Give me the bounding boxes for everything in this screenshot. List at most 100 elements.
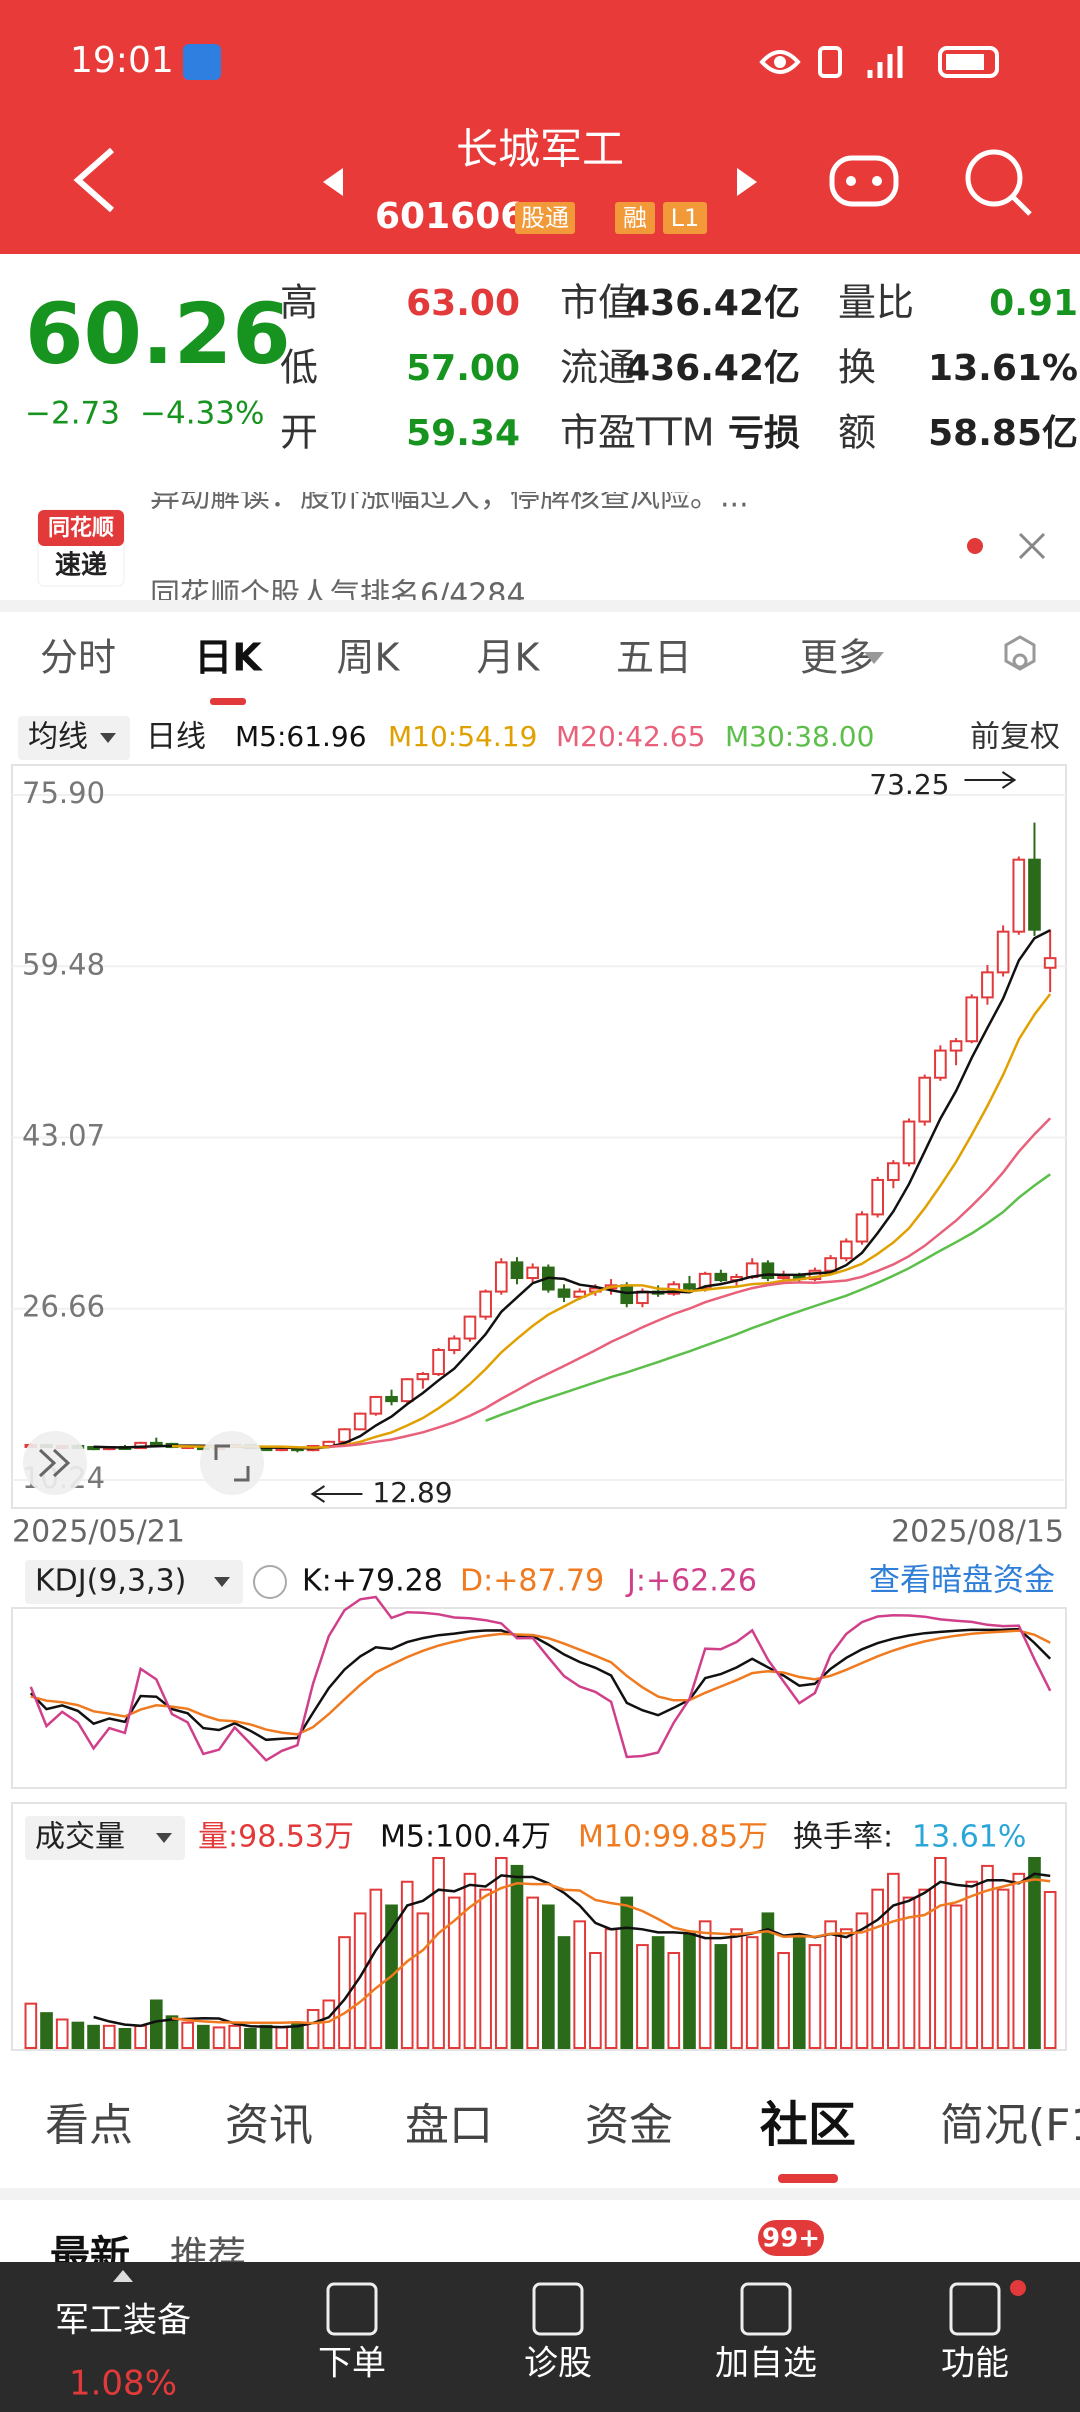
volume-bar (102, 2024, 116, 2050)
status-eye (774, 56, 786, 68)
volume-bar (149, 1999, 163, 2049)
status-time: 19:01 (70, 40, 174, 81)
fullscreen-button[interactable] (200, 1431, 264, 1495)
y-tick-label: 26.66 (22, 1290, 105, 1324)
candle-body (369, 1395, 383, 1415)
help-icon[interactable] (253, 1565, 287, 1599)
volume-bar (981, 1864, 994, 2049)
change-pct: −4.33% (140, 396, 264, 432)
candle-body (949, 1040, 963, 1052)
volume-ma-line (171, 1878, 1051, 2025)
candle-body (871, 1178, 884, 1216)
next-stock[interactable] (737, 168, 757, 196)
candle-body (996, 930, 1010, 974)
volume-bar (557, 1936, 571, 2049)
candle-body (761, 1262, 775, 1280)
candle-body (1012, 858, 1026, 933)
volume-bar (55, 2018, 69, 2049)
separator (0, 2188, 1080, 2200)
ma-line (93, 929, 1051, 1450)
candle-body (1028, 858, 1041, 931)
nav-icon (532, 2282, 584, 2336)
nav-label[interactable]: 加自选 (715, 2344, 817, 2384)
candle-body (479, 1290, 492, 1318)
stat-value: 13.61% (928, 348, 1078, 389)
adjust-mode[interactable]: 前复权 (970, 720, 1060, 755)
stat-label: 低 (280, 346, 318, 390)
search-button[interactable] (965, 149, 1023, 207)
tab-indicator (210, 698, 246, 705)
candle-body (918, 1076, 932, 1123)
section-tab[interactable]: 社区 (760, 2097, 856, 2153)
period-tab[interactable]: 周K (337, 636, 401, 680)
stock-tag-label: 股通 (521, 204, 569, 232)
kdj-line (29, 1627, 1052, 1742)
news-close[interactable] (1018, 532, 1046, 560)
candle-body (526, 1266, 539, 1280)
dropdown-arrow (864, 652, 884, 664)
nav-label[interactable]: 下单 (318, 2344, 386, 2384)
section-tab[interactable]: 资讯 (225, 2100, 313, 2151)
period-tab[interactable]: 分时 (40, 636, 116, 680)
news-logo (38, 510, 124, 546)
period-tab[interactable]: 日K (194, 636, 263, 680)
nav-label[interactable]: 功能 (941, 2344, 1009, 2384)
period-tab[interactable]: 更多 (800, 636, 876, 680)
stock-tag-label: 融 (623, 204, 647, 232)
volume-bar (589, 1952, 602, 2049)
date-label: 2025/05/21 (12, 1515, 185, 1550)
volume-ma-line (93, 1872, 1051, 2029)
nav-icon (740, 2282, 792, 2336)
ma-toggle[interactable]: 均线 (28, 720, 88, 755)
section-tab[interactable]: 看点 (45, 2100, 133, 2151)
volume-bar (542, 1904, 555, 2049)
robot-button[interactable] (829, 155, 899, 207)
nav-label[interactable]: 诊股 (524, 2344, 592, 2384)
stat-label: 市值 (560, 281, 636, 325)
candle-body (494, 1261, 508, 1293)
section-tab[interactable]: 盘口 (405, 2100, 493, 2151)
volume-bar (855, 1912, 869, 2049)
y-tick-label: 75.90 (22, 776, 105, 810)
volume-bar (322, 1999, 336, 2049)
volume-bar (918, 1888, 932, 2049)
volume-bar (510, 1864, 524, 2049)
kdj-toggle-box (25, 1560, 243, 1604)
robot-button (872, 176, 882, 186)
back-button[interactable] (73, 147, 114, 213)
nav-icon (949, 2282, 1001, 2336)
prev-stock[interactable] (323, 168, 343, 196)
dropdown-arrow (214, 1577, 230, 1587)
kdj-link[interactable]: 查看暗盘资金 (869, 1563, 1055, 1599)
section-tab[interactable]: 简况(F10) (940, 2100, 1080, 2151)
volume-current: 量:98.53万 (198, 1820, 354, 1855)
candle-body (1043, 957, 1057, 969)
settings[interactable] (1004, 635, 1036, 671)
volume-bar (651, 1936, 665, 2049)
low-label: 12.89 (372, 1476, 452, 1509)
period-tab[interactable]: 五日 (616, 636, 692, 680)
candle-body (447, 1337, 461, 1352)
sector-name[interactable]: 军工装备 (55, 2301, 191, 2341)
volume-bar (683, 1933, 696, 2049)
volume-label[interactable]: 成交量 (35, 1820, 125, 1855)
section-tab[interactable]: 资金 (585, 2100, 673, 2151)
kdj-label[interactable]: KDJ(9,3,3) (35, 1564, 186, 1599)
kdj-d: D:+87.79 (460, 1564, 604, 1599)
volume-bar (1012, 1872, 1026, 2050)
period-tab[interactable]: 月K (477, 636, 541, 680)
candle-body (149, 1441, 163, 1446)
nav-dot (1010, 2280, 1026, 2296)
news-logo-text: 速递 (55, 550, 107, 581)
stat-value: 0.91 (989, 283, 1078, 324)
stock-name: 长城军工 (456, 125, 624, 174)
section-indicator (778, 2174, 838, 2183)
candle-body (981, 971, 994, 999)
candle-body (855, 1213, 869, 1243)
volume-bar (730, 1928, 743, 2049)
kdj-line (30, 1629, 1051, 1736)
stat-value: 63.00 (406, 283, 520, 324)
stat-label: 开 (280, 411, 318, 455)
volume-bar (573, 1920, 587, 2050)
